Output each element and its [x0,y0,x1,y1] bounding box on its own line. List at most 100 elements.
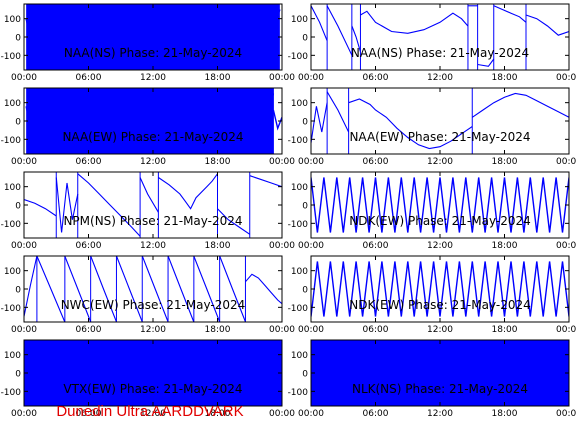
x-tick-label: 18:00 [205,157,231,167]
x-tick-label: 12:00 [427,157,453,167]
x-tick-label: 00:00 [556,73,576,83]
y-tick-label: 0 [15,202,21,212]
chart-panel-1: 100 0 -100 00:00 06:00 12:00 18:00 00:00 NAA(NS)… [1,3,295,83]
series-line [326,91,350,133]
series-line [193,256,221,322]
series-line [245,273,282,305]
series-line [326,5,353,56]
chart-title: NAA(EW) Phase: 21-May-2024 [349,130,530,144]
x-tick-label: 00:00 [269,157,295,167]
x-tick-label: 18:00 [205,325,231,335]
y-tick-label: 0 [15,286,21,296]
y-tick-label: -100 [1,220,22,230]
x-tick-label: 06:00 [363,409,389,419]
x-tick-label: 06:00 [76,325,102,335]
chart-panel-2: 100 0 -100 00:00 06:00 12:00 18:00 00:00 NAA(NS)… [288,3,576,83]
x-tick-label: 00:00 [11,241,37,251]
y-tick-label: 100 [291,99,308,109]
y-tick-label: 100 [4,183,21,193]
series-line [311,5,328,41]
plot-data [24,256,282,322]
series-line [36,256,66,322]
x-tick-label: 12:00 [140,325,166,335]
series-fill [24,340,282,406]
x-tick-label: 00:00 [298,73,324,83]
plot-area [24,172,282,238]
series-line [351,25,361,52]
series-line [25,91,275,152]
x-tick-label: 18:00 [205,409,231,419]
series-line [249,175,282,188]
x-tick-label: 06:00 [363,157,389,167]
footer-label: Dunedin Ultra AARDDVARK [56,403,244,420]
series-line [90,256,118,322]
x-tick-label: 00:00 [11,409,37,419]
plot-data [24,172,282,238]
plot-data [311,177,569,233]
series-line [311,343,569,404]
chart-panel-3: 100 0 -100 00:00 06:00 12:00 18:00 00:00 NAA(EW)… [1,87,295,167]
chart-panel-9: 100 0 -100 00:00 06:00 12:00 18:00 00:00 VTX(EW)… [1,339,295,419]
series-line [141,256,169,322]
y-tick-label: -100 [1,304,22,314]
y-tick-label: 0 [302,370,308,380]
series-line [348,98,473,150]
x-tick-label: 12:00 [140,409,166,419]
x-tick-label: 00:00 [298,409,324,419]
series-line [139,177,159,213]
y-tick-label: 100 [291,15,308,25]
series-line [471,92,569,118]
chart-title: NPM(NS) Phase: 21-May-2024 [63,214,242,228]
series-line [24,198,57,217]
x-tick-label: 00:00 [269,241,295,251]
x-tick-label: 18:00 [492,241,518,251]
x-tick-label: 18:00 [492,73,518,83]
x-tick-label: 06:00 [76,157,102,167]
series-line [311,177,569,233]
x-tick-label: 00:00 [556,157,576,167]
y-tick-label: -100 [288,52,309,62]
series-line [77,173,141,237]
x-tick-label: 00:00 [556,409,576,419]
chart-title: NDK(EW) Phase: 21-May-2024 [349,214,530,228]
x-tick-label: 00:00 [269,325,295,335]
series-line [311,102,328,144]
x-tick-label: 00:00 [11,73,37,83]
chart-panel-5: 100 0 -100 00:00 06:00 12:00 18:00 00:00 NPM(NS)… [1,171,295,251]
x-tick-label: 06:00 [363,241,389,251]
x-tick-label: 00:00 [11,157,37,167]
y-tick-label: 0 [302,286,308,296]
series-line [493,5,527,23]
x-tick-label: 00:00 [556,325,576,335]
series-line [25,6,281,67]
x-tick-label: 00:00 [269,409,295,419]
series-line [115,256,143,322]
series-line [525,14,569,36]
x-tick-label: 18:00 [492,409,518,419]
x-tick-label: 12:00 [140,157,166,167]
series-fill [26,88,274,154]
y-tick-label: 0 [15,370,21,380]
y-tick-label: 0 [302,202,308,212]
series-line [217,208,251,235]
series-line [24,256,38,317]
y-tick-label: -100 [288,220,309,230]
chart-panel-10: 100 0 -100 00:00 06:00 12:00 18:00 00:00 NLK(NS)… [288,339,576,419]
x-tick-label: 06:00 [363,325,389,335]
chart-title: NWC(EW) Phase: 21-May-2024 [61,298,246,312]
chart-panel-6: 100 0 -100 00:00 06:00 12:00 18:00 00:00 NDK(EW)… [288,171,576,251]
series-line [219,256,247,322]
y-tick-label: 100 [291,183,308,193]
series-line [311,261,569,317]
plot-data [311,4,569,70]
y-tick-label: 0 [302,34,308,44]
series-line [55,177,79,233]
x-tick-label: 18:00 [205,73,231,83]
series-line [477,58,495,67]
x-tick-label: 12:00 [427,409,453,419]
x-tick-label: 00:00 [556,241,576,251]
plot-data [25,88,282,154]
chart-title: NDK(EW) Phase: 21-May-2024 [349,298,530,312]
chart-title: VTX(EW) Phase: 21-May-2024 [63,382,242,396]
